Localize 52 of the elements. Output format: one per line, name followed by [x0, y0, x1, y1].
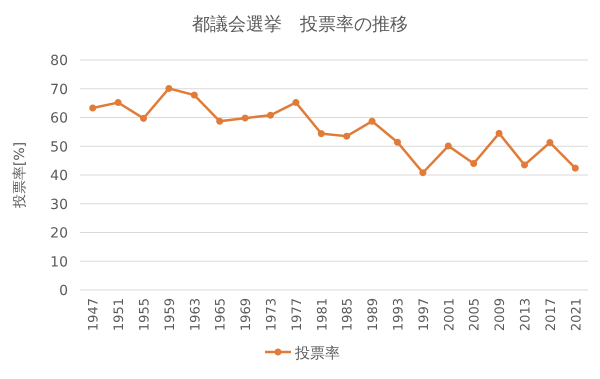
x-tick-label: 2009: [493, 298, 508, 332]
point: [368, 118, 376, 125]
point: [165, 84, 172, 92]
y-tick-label: 50: [50, 139, 68, 156]
x-tick-label: 1965: [214, 298, 229, 332]
y-tick-label: 80: [50, 53, 68, 69]
x-tick-label: 1951: [112, 298, 128, 332]
point: [318, 130, 325, 138]
x-tick-label: 1969: [239, 298, 254, 332]
x-tick-label: 2001: [442, 298, 458, 332]
x-tick-label: 2021: [569, 298, 584, 332]
y-tick-label: 20: [50, 226, 68, 242]
point: [496, 130, 503, 137]
y-axis-title: 投票率[%]: [12, 142, 28, 210]
point: [190, 92, 198, 99]
chart-title: 都議会選挙 投票率の推移: [192, 14, 408, 35]
point: [521, 161, 528, 168]
y-tick-label: 10: [50, 254, 68, 270]
point: [470, 160, 478, 167]
y-tick-label: 30: [50, 196, 68, 213]
y-tick-label: 0: [59, 283, 68, 299]
point: [394, 138, 401, 146]
point: [343, 132, 350, 140]
point: [114, 99, 122, 106]
x-tick-label: 1997: [416, 298, 432, 332]
point: [419, 169, 426, 176]
x-tick-label: 2013: [518, 298, 534, 332]
y-tick-label: 70: [50, 82, 68, 98]
x-tick-label: 1955: [138, 298, 152, 332]
point: [140, 114, 147, 122]
point: [572, 164, 579, 172]
point: [267, 112, 274, 119]
x-tick-label: 1989: [366, 298, 382, 332]
x-tick-label: 1947: [86, 298, 102, 332]
y-tick-label: 60: [50, 110, 68, 126]
point: [242, 114, 249, 122]
x-tick-label: 1963: [188, 298, 204, 332]
x-tick-label: 1985: [340, 298, 356, 332]
point: [216, 118, 224, 125]
point: [89, 104, 96, 112]
x-tick-label: 1993: [392, 298, 406, 332]
legend-label: 投票率: [294, 344, 340, 362]
x-tick-label: 1959: [162, 298, 178, 332]
x-tick-label: 1981: [315, 298, 330, 332]
point: [546, 139, 554, 146]
x-tick-label: 1977: [290, 298, 305, 332]
y-tick-label: 40: [50, 168, 68, 184]
x-tick-label: 2005: [468, 298, 483, 332]
point: [444, 142, 452, 150]
x-tick-label: 2017: [544, 298, 559, 332]
x-tick-label: 1973: [264, 298, 280, 332]
point: [292, 99, 300, 106]
